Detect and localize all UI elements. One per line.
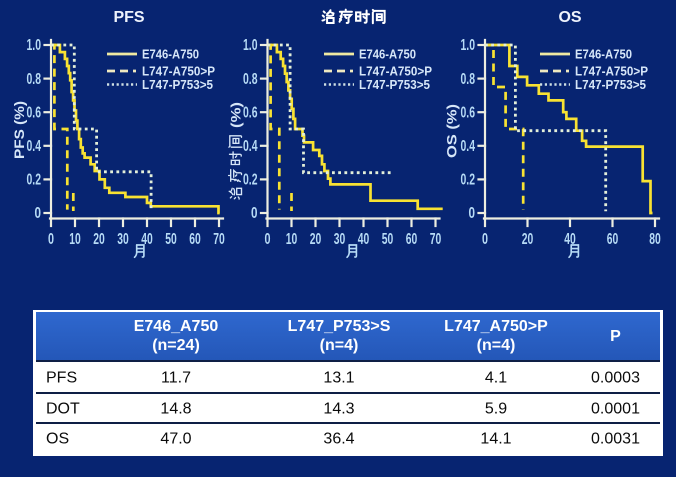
svg-text:0.8: 0.8 xyxy=(243,71,258,88)
svg-text:10: 10 xyxy=(69,231,81,248)
svg-text:60: 60 xyxy=(189,231,201,248)
svg-text:30: 30 xyxy=(117,231,129,248)
svg-text:1.0: 1.0 xyxy=(27,37,42,54)
svg-text:OS: OS xyxy=(558,9,581,26)
svg-text:0.4: 0.4 xyxy=(243,138,258,155)
svg-text:OS (%): OS (%) xyxy=(445,104,460,158)
svg-text:80: 80 xyxy=(649,231,661,248)
svg-text:50: 50 xyxy=(165,231,177,248)
svg-text:(%): (%) xyxy=(229,102,244,128)
svg-text:0.2: 0.2 xyxy=(27,172,42,189)
svg-text:0.2: 0.2 xyxy=(461,172,476,189)
svg-text:PFS: PFS xyxy=(113,9,144,26)
svg-text:0.2: 0.2 xyxy=(243,172,258,189)
svg-text:0: 0 xyxy=(482,231,488,248)
svg-text:L747-A750>P: L747-A750>P xyxy=(575,65,648,79)
svg-text:L747-A750>P: L747-A750>P xyxy=(142,65,215,79)
svg-text:L747-A750>P: L747-A750>P xyxy=(359,65,432,79)
svg-text:40: 40 xyxy=(141,231,153,248)
svg-text:L747-P753>5: L747-P753>5 xyxy=(359,78,430,92)
svg-text:60: 60 xyxy=(607,231,619,248)
svg-text:10: 10 xyxy=(286,231,298,248)
svg-text:0.8: 0.8 xyxy=(27,71,42,88)
svg-text:0.6: 0.6 xyxy=(243,104,258,121)
svg-text:E746-A750: E746-A750 xyxy=(359,48,416,62)
svg-text:1.0: 1.0 xyxy=(461,37,476,54)
svg-text:0: 0 xyxy=(48,231,54,248)
svg-text:0.6: 0.6 xyxy=(461,104,476,121)
svg-text:0.8: 0.8 xyxy=(461,71,476,88)
svg-text:0.4: 0.4 xyxy=(461,138,476,155)
svg-text:PFS (%): PFS (%) xyxy=(12,101,27,159)
svg-text:0: 0 xyxy=(35,205,42,222)
svg-text:20: 20 xyxy=(93,231,105,248)
svg-text:0: 0 xyxy=(469,205,476,222)
svg-text:30: 30 xyxy=(334,231,346,248)
svg-text:0: 0 xyxy=(251,205,258,222)
svg-text:0.4: 0.4 xyxy=(27,138,42,155)
svg-text:E746-A750: E746-A750 xyxy=(575,48,632,62)
svg-text:E746-A750: E746-A750 xyxy=(142,48,199,62)
svg-text:70: 70 xyxy=(430,231,442,248)
svg-text:L747-P753>5: L747-P753>5 xyxy=(575,78,646,92)
svg-text:0: 0 xyxy=(265,231,271,248)
svg-text:40: 40 xyxy=(564,231,576,248)
svg-text:L747-P753>5: L747-P753>5 xyxy=(142,78,213,92)
svg-text:60: 60 xyxy=(406,231,418,248)
svg-text:20: 20 xyxy=(522,231,534,248)
svg-text:70: 70 xyxy=(213,231,225,248)
svg-text:20: 20 xyxy=(310,231,322,248)
svg-text:0.6: 0.6 xyxy=(27,104,42,121)
svg-text:40: 40 xyxy=(358,231,370,248)
svg-text:1.0: 1.0 xyxy=(243,37,258,54)
svg-text:50: 50 xyxy=(382,231,394,248)
